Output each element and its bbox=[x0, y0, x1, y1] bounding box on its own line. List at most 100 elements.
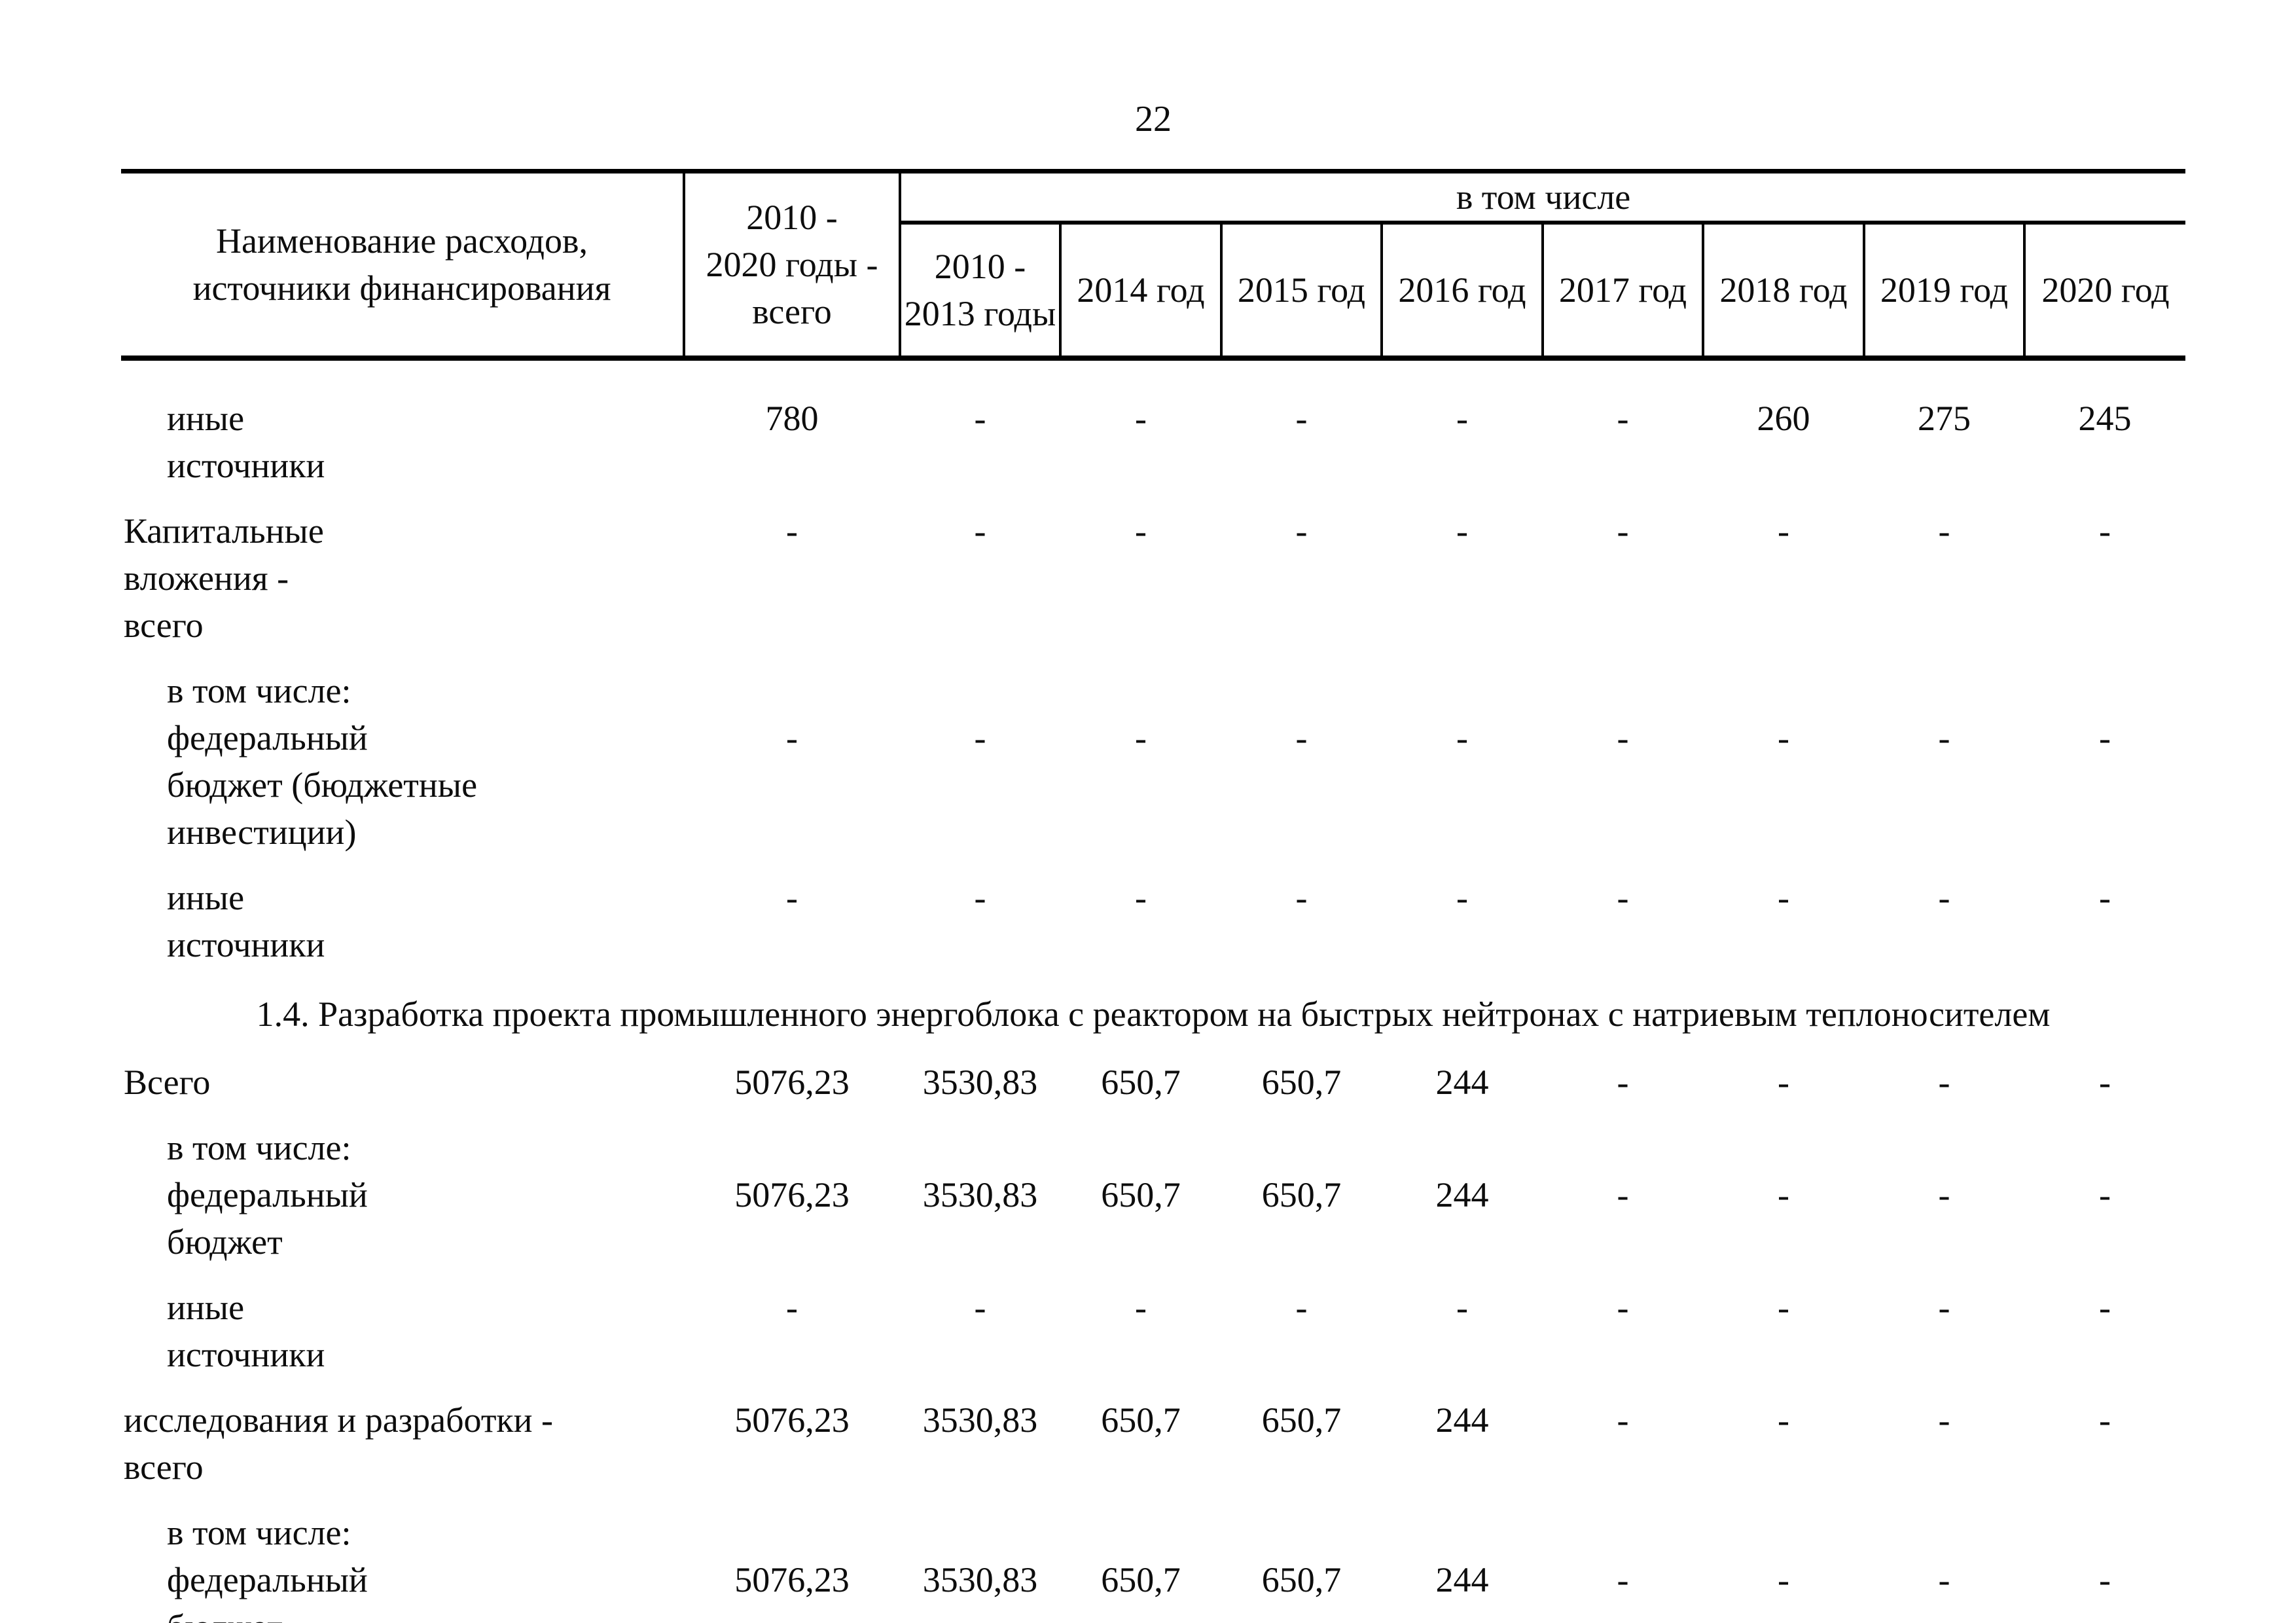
table-row: Всего 5076,23 3530,83 650,7 650,7 244 - … bbox=[121, 1040, 2185, 1106]
table-cell: 5076,23 bbox=[734, 1063, 850, 1102]
header-year-2020: 2020 год bbox=[2024, 223, 2186, 361]
table-cell: 650,7 bbox=[1261, 1400, 1342, 1440]
table-cell: - bbox=[2099, 1400, 2111, 1440]
table-cell: - bbox=[2099, 1288, 2111, 1327]
row-label: Всего bbox=[124, 1063, 211, 1102]
table-cell: - bbox=[1617, 1063, 1629, 1102]
header-year-2019: 2019 год bbox=[1864, 223, 2026, 361]
table-cell: - bbox=[1778, 1288, 1789, 1327]
table-cell: - bbox=[974, 511, 986, 551]
table-cell: - bbox=[1456, 399, 1468, 438]
table-cell: - bbox=[1778, 1175, 1789, 1214]
row-label: в том числе: федеральный бюджет bbox=[167, 1513, 368, 1623]
table-cell: - bbox=[1295, 399, 1308, 438]
table-row: в том числе: федеральный бюджет 5076,23 … bbox=[121, 1106, 2185, 1266]
table-cell: - bbox=[2099, 718, 2111, 757]
header-year-2014: 2014 год bbox=[1060, 223, 1223, 361]
table-cell: 3530,83 bbox=[922, 1560, 1038, 1599]
table-cell: 244 bbox=[1435, 1063, 1489, 1102]
table-cell: - bbox=[1617, 1560, 1629, 1599]
table-cell: 244 bbox=[1435, 1175, 1489, 1214]
table-row: в том числе: федеральный бюджет 5076,23 … bbox=[121, 1491, 2185, 1623]
table-cell: 245 bbox=[2078, 399, 2132, 438]
table-cell: - bbox=[1295, 1288, 1308, 1327]
table-cell: - bbox=[1617, 1175, 1629, 1214]
table-cell: 650,7 bbox=[1261, 1175, 1342, 1214]
table-cell: - bbox=[1617, 1400, 1629, 1440]
table-cell: - bbox=[786, 878, 798, 917]
table-cell: - bbox=[974, 399, 986, 438]
table-cell: - bbox=[1938, 1400, 1950, 1440]
table-cell: - bbox=[1778, 878, 1789, 917]
table-cell: 650,7 bbox=[1101, 1560, 1181, 1599]
table-cell: - bbox=[786, 1288, 798, 1327]
table-cell: - bbox=[1295, 718, 1308, 757]
table-cell: 5076,23 bbox=[734, 1175, 850, 1214]
table-cell: 650,7 bbox=[1261, 1063, 1342, 1102]
page-number: 22 bbox=[1135, 99, 1172, 139]
header-total-2010-2020: 2010 - 2020 годы - всего bbox=[684, 169, 901, 361]
header-year-2010-2013: 2010 - 2013 годы bbox=[900, 223, 1062, 361]
row-label: иные источники bbox=[167, 399, 325, 485]
table-cell: 3530,83 bbox=[922, 1175, 1038, 1214]
table-cell: - bbox=[1456, 1288, 1468, 1327]
table-row: иные источники - - - - - - - - - bbox=[121, 1266, 2185, 1378]
row-label: иные источники bbox=[167, 878, 325, 964]
row-label: в том числе: федеральный бюджет bbox=[167, 1128, 368, 1262]
row-label: иные источники bbox=[167, 1288, 325, 1374]
table-cell: - bbox=[1938, 718, 1950, 757]
table-cell: - bbox=[1135, 399, 1147, 438]
table-cell: - bbox=[1938, 1063, 1950, 1102]
table-cell: - bbox=[1135, 1288, 1147, 1327]
table-row: иные источники - - - - - - - - - bbox=[121, 856, 2185, 968]
table-cell: 650,7 bbox=[1101, 1063, 1181, 1102]
table-cell: 650,7 bbox=[1261, 1560, 1342, 1599]
table-cell: - bbox=[1617, 1288, 1629, 1327]
table-cell: 3530,83 bbox=[922, 1400, 1038, 1440]
row-label: Капитальные вложения - всего bbox=[124, 511, 324, 645]
table-cell: 260 bbox=[1757, 399, 1810, 438]
table-cell: - bbox=[1778, 718, 1789, 757]
table-cell: - bbox=[1617, 878, 1629, 917]
table-cell: - bbox=[1778, 1400, 1789, 1440]
table-cell: - bbox=[1938, 878, 1950, 917]
table-cell: - bbox=[2099, 878, 2111, 917]
table-row: Капитальные вложения - всего - - - - - -… bbox=[121, 489, 2185, 649]
table-row: в том числе: федеральный бюджет (бюджетн… bbox=[121, 649, 2185, 856]
table-cell: 3530,83 bbox=[922, 1063, 1038, 1102]
table-cell: - bbox=[2099, 1063, 2111, 1102]
table-cell: - bbox=[1456, 511, 1468, 551]
table-cell: - bbox=[1617, 718, 1629, 757]
header-expense-name: Наименование расходов, источники финанси… bbox=[121, 169, 685, 361]
table-cell: - bbox=[1295, 511, 1308, 551]
expenses-financing-table: Наименование расходов, источники финанси… bbox=[121, 169, 2186, 1623]
table-row: иные источники 780 - - - - - 260 275 245 bbox=[121, 358, 2185, 489]
table-cell: - bbox=[2099, 1560, 2111, 1599]
table-cell: - bbox=[786, 511, 798, 551]
table-cell: - bbox=[974, 718, 986, 757]
table-cell: - bbox=[1778, 511, 1789, 551]
table-cell: 5076,23 bbox=[734, 1560, 850, 1599]
header-year-2018: 2018 год bbox=[1703, 223, 1865, 361]
table-cell: 780 bbox=[765, 399, 819, 438]
table-cell: - bbox=[1938, 1560, 1950, 1599]
table-cell: - bbox=[1938, 511, 1950, 551]
table-cell: - bbox=[786, 718, 798, 757]
table-cell: 650,7 bbox=[1101, 1400, 1181, 1440]
table-cell: - bbox=[1778, 1063, 1789, 1102]
table-cell: - bbox=[1938, 1288, 1950, 1327]
header-year-2016: 2016 год bbox=[1382, 223, 1544, 361]
table-cell: - bbox=[1617, 399, 1629, 438]
table-cell: - bbox=[2099, 511, 2111, 551]
table-cell: 244 bbox=[1435, 1400, 1489, 1440]
table-row: исследования и разработки - всего 5076,2… bbox=[121, 1378, 2185, 1491]
table-cell: - bbox=[1295, 878, 1308, 917]
header-including: в том числе bbox=[900, 169, 2186, 225]
section-header-row: 1.4. Разработка проекта промышленного эн… bbox=[121, 968, 2185, 1040]
table-cell: - bbox=[974, 1288, 986, 1327]
table-cell: - bbox=[1938, 1175, 1950, 1214]
table-cell: - bbox=[1456, 878, 1468, 917]
table-cell: - bbox=[1456, 718, 1468, 757]
table-cell: 650,7 bbox=[1101, 1175, 1181, 1214]
